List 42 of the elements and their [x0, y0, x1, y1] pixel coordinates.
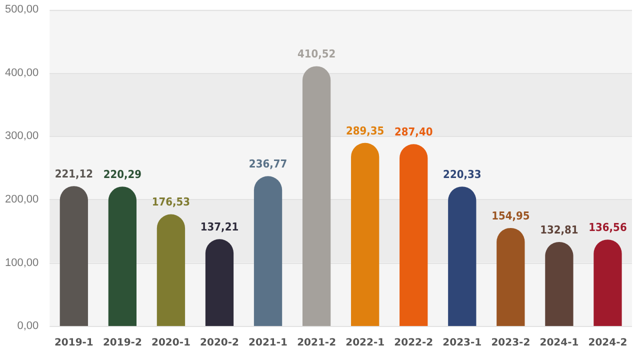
bar [448, 186, 476, 326]
x-tick-label: 2020-1 [151, 338, 190, 349]
bar [302, 66, 331, 326]
data-label: 176,53 [152, 196, 190, 209]
data-label: 410,52 [297, 48, 336, 61]
bar [351, 142, 380, 326]
data-label: 154,95 [492, 209, 530, 222]
data-label: 137,21 [200, 220, 239, 234]
bar [156, 214, 186, 326]
bar [205, 239, 234, 326]
x-tick-label: 2019-1 [54, 338, 94, 349]
x-tick-label: 2023-2 [491, 338, 530, 349]
data-label: 132,81 [540, 223, 578, 236]
data-label: 236,77 [248, 158, 288, 171]
bar [254, 176, 282, 326]
x-tick-label: 2019-2 [102, 338, 142, 349]
bar [545, 242, 574, 326]
bar [496, 228, 525, 326]
x-tick-label: 2021-1 [248, 338, 288, 349]
bar [594, 240, 622, 326]
y-tick-label: 300,00 [4, 130, 39, 142]
bar [108, 186, 137, 326]
x-tick-label: 2020-2 [200, 338, 240, 349]
x-tick-label: 2022-2 [394, 338, 434, 349]
data-label: 287,40 [394, 125, 433, 138]
x-tick-label: 2022-1 [346, 338, 385, 349]
x-tick-label: 2021-2 [297, 338, 336, 349]
y-tick-label: 200,00 [4, 193, 39, 206]
bar [60, 186, 88, 326]
x-tick-label: 2024-2 [588, 338, 628, 349]
data-label: 289,35 [346, 124, 384, 138]
y-tick-label: 500,00 [4, 4, 39, 16]
data-label: 220,29 [103, 168, 142, 181]
x-tick-label: 2024-1 [540, 338, 579, 349]
y-tick-label: 100,00 [4, 256, 39, 269]
data-label: 220,33 [443, 168, 482, 181]
data-label: 221,12 [54, 167, 94, 180]
bar [400, 144, 428, 326]
data-label: 136,56 [588, 220, 627, 234]
x-tick-label: 2023-1 [442, 338, 482, 349]
y-tick-label: 0,00 [17, 320, 39, 332]
y-tick-label: 400,00 [4, 66, 39, 79]
